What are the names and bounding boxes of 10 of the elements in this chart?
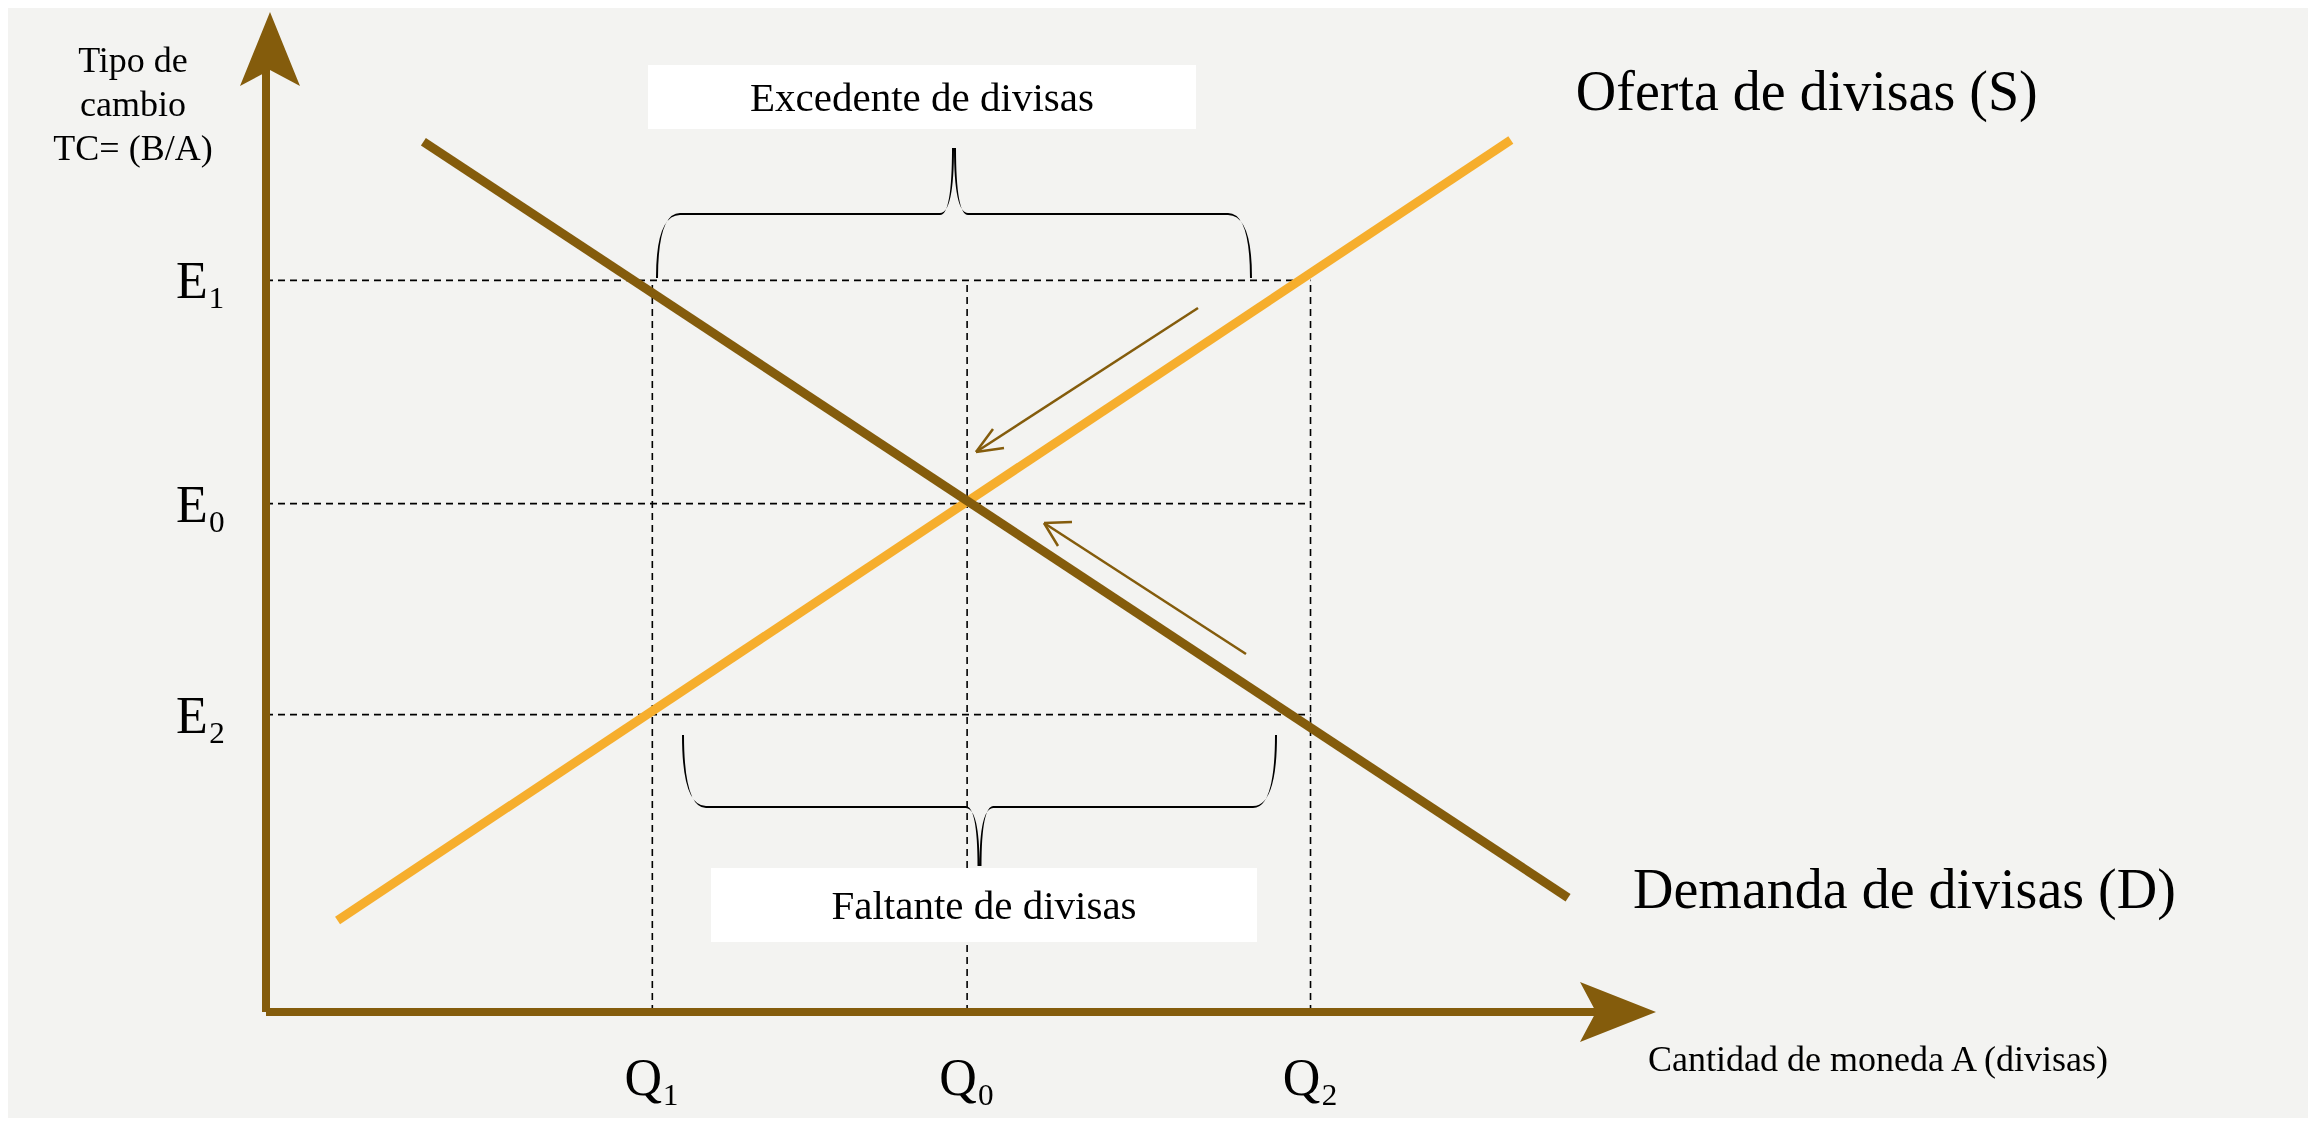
x-tick-label: Q₀	[939, 1048, 995, 1106]
ref-line-label: E₀	[176, 475, 226, 533]
ref-line-label: E₂	[176, 686, 226, 744]
ref-line-label: E₁	[176, 252, 226, 310]
x-tick-label: Q₁	[624, 1048, 681, 1106]
series-label: Demanda de divisas (D)	[1633, 857, 2176, 921]
x-tick-label: Q₂	[1282, 1048, 1339, 1106]
y-axis-title: Tipo de cambio TC= (B/A)	[52, 39, 214, 170]
x-axis-title: Cantidad de moneda A (divisas)	[1648, 1038, 2108, 1080]
series-label: Oferta de divisas (S)	[1575, 59, 2038, 123]
